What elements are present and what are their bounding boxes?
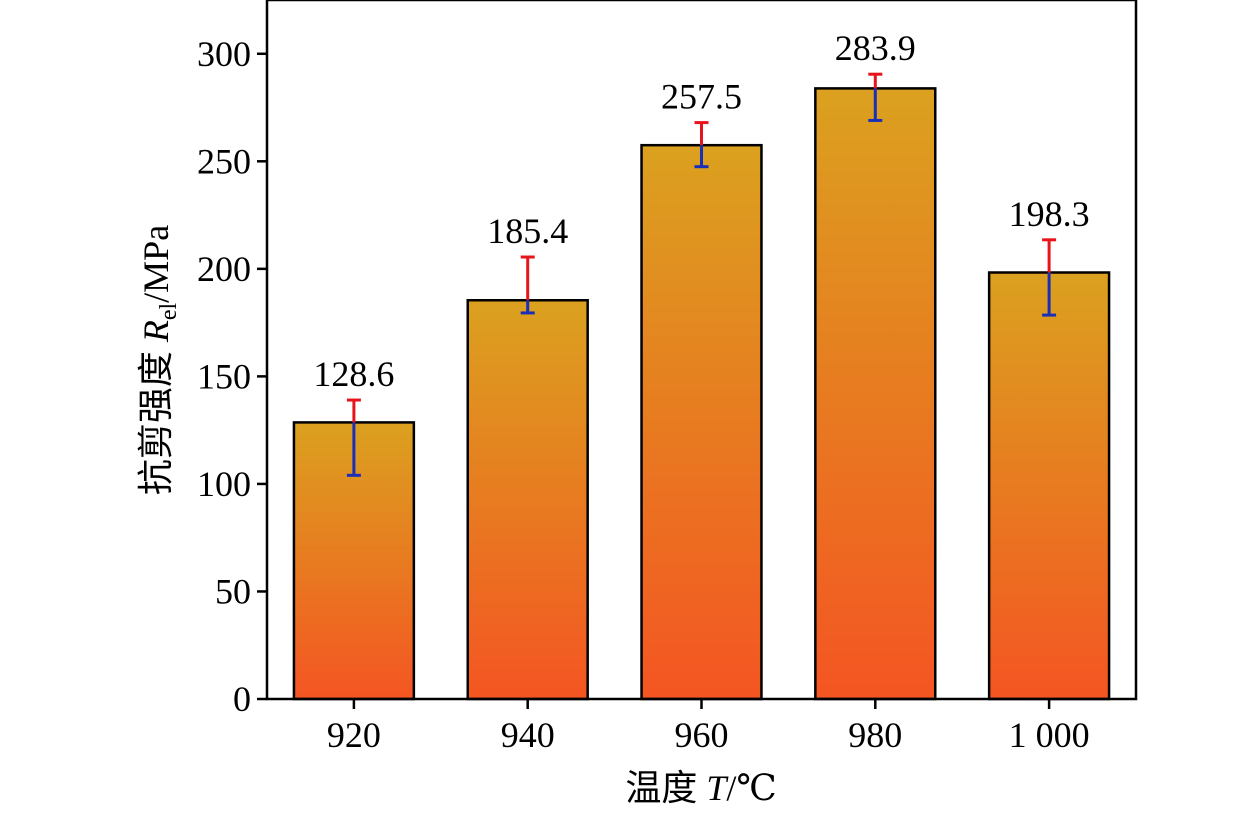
data-labels-layer: 128.6 185.4 257.5 283.9 198.3 xyxy=(313,28,1089,394)
y-axis-ticks: 0 50 100 150 200 250 300 xyxy=(197,34,267,719)
y-axis-label-var: R xyxy=(136,320,176,343)
x-tick-label-3: 980 xyxy=(848,715,902,755)
y-tick-label-4: 200 xyxy=(197,249,251,289)
y-axis-label-sub: el xyxy=(156,303,182,321)
y-tick-label-5: 250 xyxy=(197,141,251,181)
error-bars-layer xyxy=(346,72,1057,477)
data-label-3: 283.9 xyxy=(835,28,916,68)
x-tick-label-0: 920 xyxy=(327,715,381,755)
bar-3 xyxy=(814,87,937,701)
y-tick-label-2: 100 xyxy=(197,464,251,504)
y-axis-label-unit: /MPa xyxy=(136,225,176,303)
x-axis-label-var: T xyxy=(706,768,729,808)
bar-4 xyxy=(987,271,1111,701)
x-axis-ticks: 920 940 960 980 1 000 xyxy=(327,699,1090,755)
x-axis-label: 温度 T/℃ xyxy=(625,768,776,808)
y-tick-label-1: 50 xyxy=(215,571,251,611)
data-label-4: 198.3 xyxy=(1009,194,1090,234)
bar-2 xyxy=(640,143,763,701)
y-tick-label-0: 0 xyxy=(233,679,251,719)
y-axis-label-prefix: 抗剪强度 xyxy=(136,342,176,495)
y-tick-label-3: 150 xyxy=(197,356,251,396)
bar-1 xyxy=(466,298,589,701)
x-tick-label-2: 960 xyxy=(675,715,729,755)
x-tick-label-1: 940 xyxy=(501,715,555,755)
data-label-0: 128.6 xyxy=(313,354,394,394)
data-label-1: 185.4 xyxy=(487,211,568,251)
data-label-2: 257.5 xyxy=(661,77,742,117)
bars-layer xyxy=(292,87,1111,701)
y-tick-label-6: 300 xyxy=(197,34,251,74)
y-axis-label: 抗剪强度 Rel/MPa xyxy=(136,225,182,495)
x-axis-label-unit: /℃ xyxy=(726,768,776,808)
x-tick-label-4: 1 000 xyxy=(1009,715,1090,755)
x-axis-label-prefix: 温度 xyxy=(625,768,706,808)
